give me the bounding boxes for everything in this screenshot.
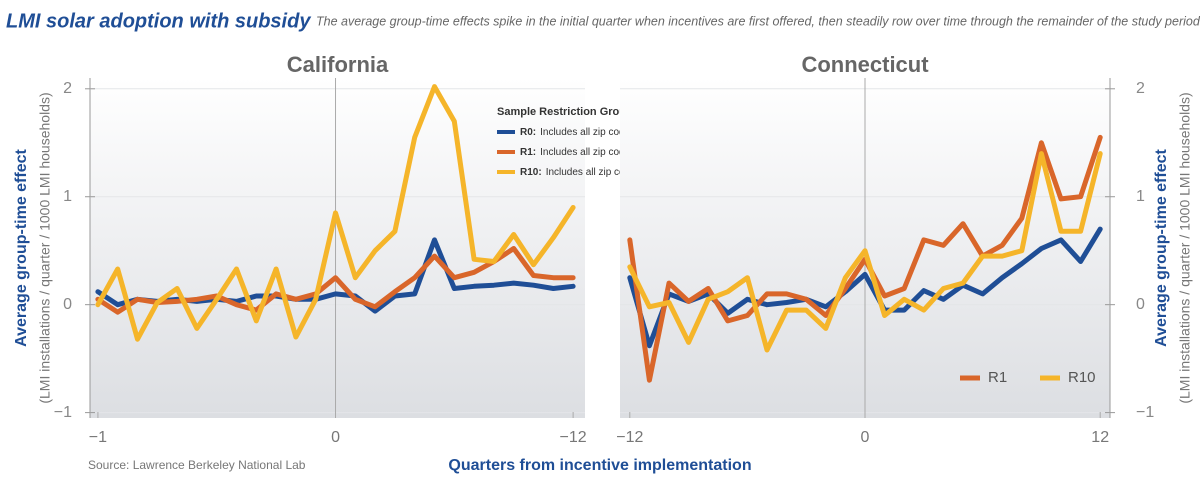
y-axis-sublabel: (LMI installations / quarter / 1000 LMI …	[37, 92, 53, 403]
x-tick-label: −12	[560, 429, 587, 446]
chart-subtitle: The average group-time effects spike in …	[316, 14, 1200, 28]
y-axis-label: Average group-time effect	[13, 148, 30, 346]
legend-label: R10	[1068, 369, 1096, 386]
y-tick-label: 2	[1136, 80, 1145, 97]
legend-label: R0:	[520, 127, 536, 138]
legend-label: R1:	[520, 147, 536, 158]
y-tick-label: 1	[1136, 188, 1145, 205]
x-tick-label: −1	[89, 429, 107, 446]
source: Source: Lawrence Berkeley National Lab	[88, 458, 306, 472]
x-axis-label: Quarters from incentive implementation	[448, 457, 751, 474]
x-tick-label: −12	[616, 429, 643, 446]
panel-title: California	[287, 52, 389, 77]
x-tick-label: 0	[861, 429, 870, 446]
y-tick-label: −1	[54, 404, 72, 421]
y-tick-label: 0	[1136, 296, 1145, 313]
y-tick-label: 1	[63, 188, 72, 205]
legend-label: R1	[988, 369, 1007, 386]
panel-title: Connecticut	[801, 52, 929, 77]
chart-title: LMI solar adoption with subsidy	[6, 10, 311, 32]
x-tick-label: 0	[331, 429, 340, 446]
series-line	[95, 84, 576, 342]
series-line	[627, 151, 1103, 353]
y-tick-label: −1	[1136, 404, 1154, 421]
x-tick-label: 12	[1091, 429, 1109, 446]
y-axis-sublabel: (LMI installations / quarter / 1000 LMI …	[1177, 92, 1193, 403]
y-tick-label: 2	[63, 80, 72, 97]
legend-label: R10:	[520, 167, 542, 178]
y-axis-label: Average group-time effect	[1153, 148, 1170, 346]
y-tick-label: 0	[63, 296, 72, 313]
series-line	[627, 226, 1103, 349]
